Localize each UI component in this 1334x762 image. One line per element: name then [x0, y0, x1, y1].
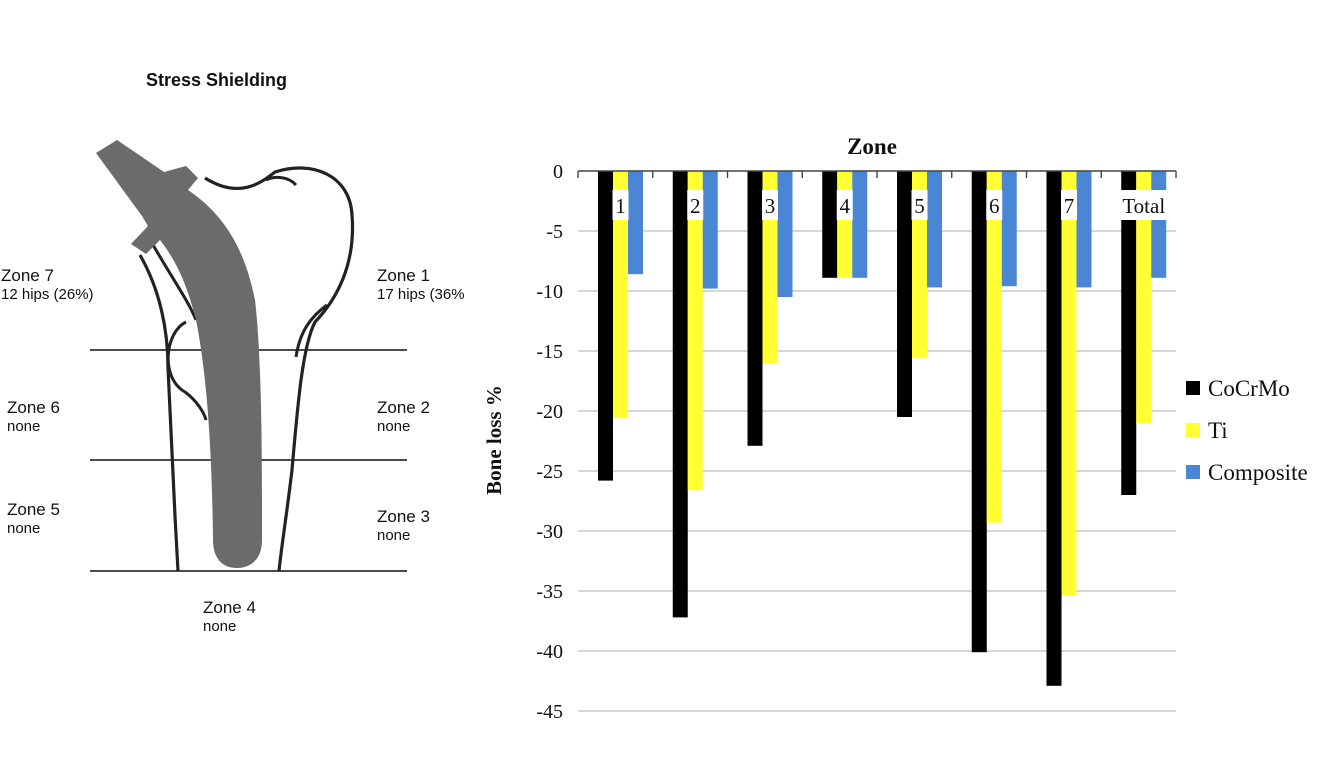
y-tick-label: -20: [536, 401, 563, 423]
bone-inner-medial: [150, 242, 198, 321]
chart-title: Zone: [847, 134, 897, 159]
legend: CoCrMo Ti Composite: [1186, 376, 1308, 485]
bar-cocrmo-zone-1: [598, 171, 613, 481]
gridlines: [578, 230, 1176, 712]
y-tick-label: -35: [536, 581, 563, 603]
bar-composite-zone-2: [702, 171, 718, 289]
category-label-bg: [762, 190, 778, 220]
y-tick-label: -10: [536, 281, 563, 303]
bar-cocrmo-zone-4: [822, 171, 838, 278]
legend-label-cocrmo: CoCrMo: [1208, 376, 1290, 401]
bar-cocrmo-zone-2: [672, 171, 688, 618]
bar-cocrmo-zone-7: [1046, 171, 1062, 686]
zone-5-label: Zone 5 none: [7, 500, 60, 538]
zone-3-name: Zone 3: [377, 507, 430, 526]
zone-4-value: none: [203, 618, 237, 635]
category-label-bg: [687, 190, 704, 220]
bone-outer-lateral: [204, 166, 355, 572]
greater-trochanter-notch: [265, 175, 298, 187]
y-axis-label: Bone loss %: [482, 385, 506, 495]
bone-inner-lateral: [294, 303, 328, 358]
category-label: 1: [615, 194, 626, 218]
legend-label-ti: Ti: [1208, 418, 1228, 443]
category-label-bg: [1112, 190, 1175, 220]
y-tick-label: -30: [536, 521, 563, 543]
y-tick-label: -45: [536, 701, 563, 723]
legend-swatch-composite: [1186, 465, 1200, 479]
zone-3-value: none: [377, 527, 411, 544]
zone-1-label: Zone 1 17 hips (36%: [377, 266, 477, 304]
zone-1-name: Zone 1: [377, 266, 430, 285]
bar-ti-zone-6: [986, 171, 1002, 523]
zone-5-value: none: [7, 520, 41, 537]
bar-composite-zone-7: [1076, 171, 1092, 288]
zone-2-value: none: [377, 418, 411, 435]
y-tick-label: -40: [536, 641, 563, 663]
zone-6-name: Zone 6: [7, 398, 60, 417]
bone-outer-medial: [138, 254, 180, 572]
zone-7-name: Zone 7: [1, 266, 54, 285]
lesser-trochanter: [166, 320, 208, 421]
zone-3-label: Zone 3 none: [377, 507, 430, 545]
zone-5-name: Zone 5: [7, 500, 60, 519]
bar-ti-zone-4: [837, 171, 853, 278]
bar-composite-zone-total: [1151, 171, 1167, 278]
category-label-bg: [612, 190, 629, 220]
zone-6-label: Zone 6 none: [7, 398, 60, 436]
legend-swatch-ti: [1186, 423, 1200, 437]
category-labels: 1 2 3 4 5 6 7 Total: [612, 190, 1175, 220]
zone-2-label: Zone 2 none: [377, 398, 430, 436]
zone-1-value: 17 hips (36%: [377, 286, 465, 303]
zone-2-name: Zone 2: [377, 398, 430, 417]
bar-cocrmo-zone-6: [971, 171, 987, 653]
zone-6-value: none: [7, 418, 41, 435]
bar-composite-zone-5: [927, 171, 942, 288]
zone-4-label: Zone 4 none: [203, 598, 256, 636]
bar-cocrmo-zone-3: [747, 171, 763, 446]
bar-cocrmo-zone-5: [897, 171, 912, 417]
legend-label-composite: Composite: [1208, 460, 1308, 485]
y-tick-label: -5: [546, 221, 563, 243]
legend-swatch-cocrmo: [1186, 381, 1200, 395]
diagram-title: Stress Shielding: [146, 70, 288, 90]
category-label-bg: [1061, 190, 1077, 220]
category-label-bg: [986, 190, 1003, 220]
bar-ti-zone-7: [1061, 171, 1077, 596]
femur-diagram: [90, 140, 407, 572]
bar-ti-zone-1: [613, 171, 628, 419]
implant-stem: [96, 140, 262, 568]
category-label: 6: [989, 194, 1000, 218]
zone-7-value: 12 hips (26%): [1, 286, 94, 303]
category-label: Total: [1122, 194, 1165, 218]
bar-composite-zone-6: [1001, 171, 1017, 287]
bar-ti-zone-2: [687, 171, 703, 491]
category-label-bg: [836, 190, 853, 220]
category-label: 7: [1064, 194, 1075, 218]
x-axis: [577, 170, 1177, 178]
category-label-bg: [911, 190, 928, 220]
zone-4-name: Zone 4: [203, 598, 256, 617]
bar-composite-zone-3: [777, 171, 793, 297]
bar-composite-zone-4: [852, 171, 868, 278]
bar-cocrmo-zone-total: [1121, 171, 1137, 495]
category-label: 3: [765, 194, 776, 218]
category-label: 4: [840, 194, 851, 218]
bars: [598, 171, 1167, 686]
y-tick-label: -25: [536, 461, 563, 483]
bar-ti-zone-total: [1136, 171, 1152, 423]
category-label: 2: [690, 194, 701, 218]
y-tick-labels: 0 -5 -10 -15 -20 -25 -30 -35 -40 -45: [536, 161, 563, 723]
y-tick-label: 0: [553, 161, 563, 183]
zone-7-label: Zone 7 12 hips (26%): [1, 266, 94, 304]
y-tick-label: -15: [536, 341, 563, 363]
category-label: 5: [914, 194, 925, 218]
bar-composite-zone-1: [628, 171, 643, 275]
